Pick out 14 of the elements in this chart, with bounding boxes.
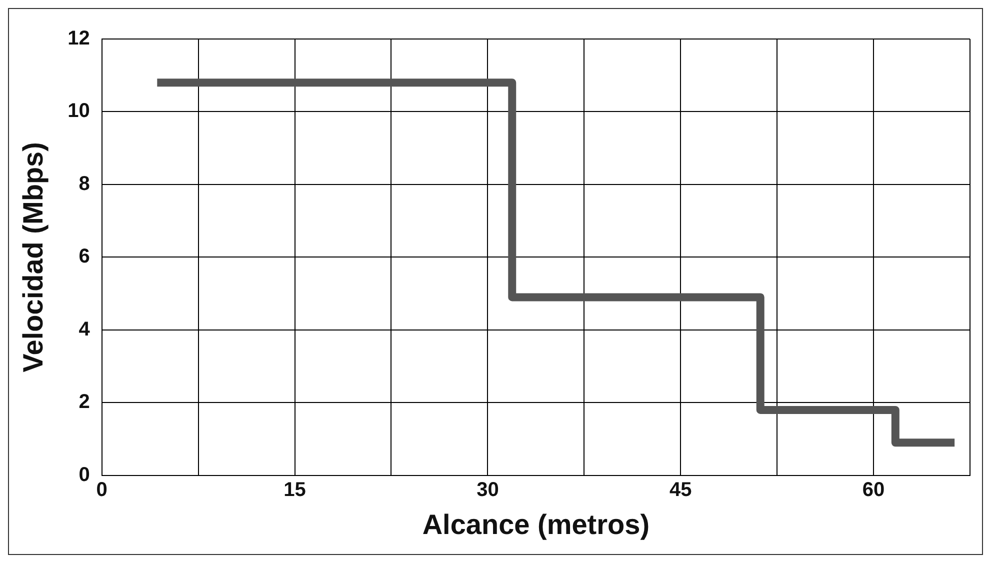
y-tick-label: 2: [78, 391, 90, 414]
y-tick-label: 0: [78, 464, 90, 486]
x-axis-title: Alcance (metros): [422, 508, 650, 540]
y-tick-label: 12: [68, 28, 90, 50]
y-tick-label: 8: [78, 172, 90, 195]
y-tick-label: 6: [78, 246, 90, 268]
y-axis-title: Velocidad (Mbps): [18, 142, 49, 372]
x-tick-label: 0: [96, 478, 108, 501]
y-tick-label: 4: [78, 318, 91, 340]
x-tick-label: 15: [284, 478, 306, 501]
x-tick-label: 30: [476, 478, 499, 501]
x-tick-label: 45: [669, 478, 692, 501]
y-tick-label: 10: [68, 100, 90, 122]
x-tick-label: 60: [862, 478, 885, 501]
